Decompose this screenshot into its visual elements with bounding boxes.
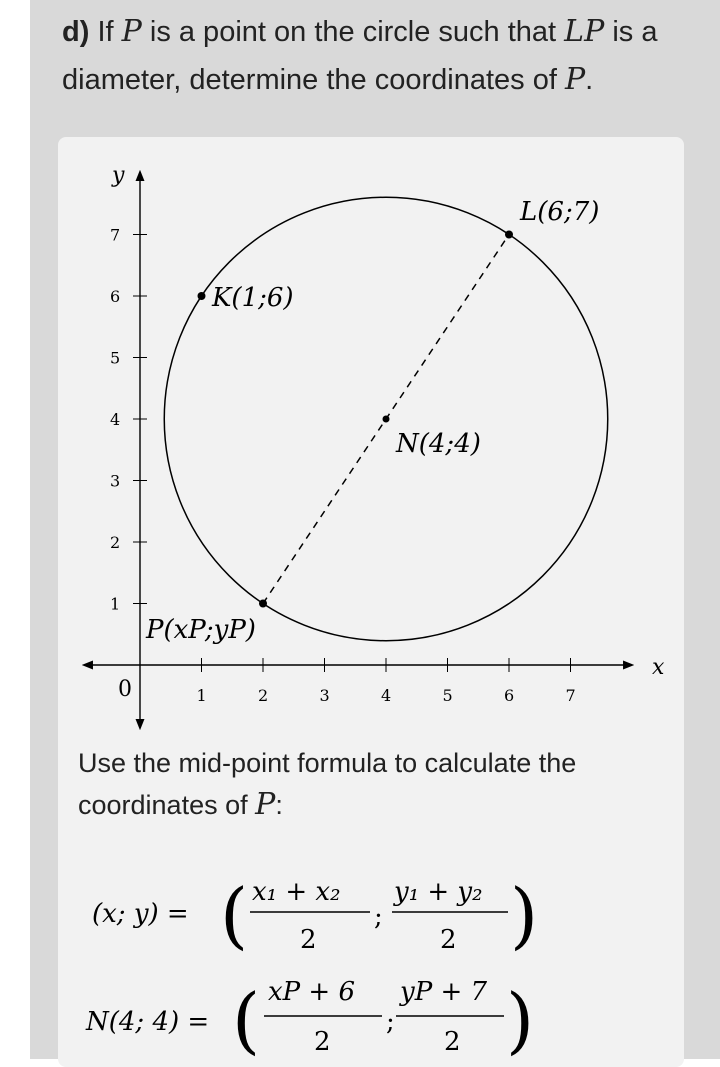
formula-line2-den1: 2	[314, 1027, 331, 1057]
formula-line2-lhs: N(4; 4) =	[85, 1007, 209, 1037]
formula-line1-num2: y₁ + y₂	[393, 877, 483, 907]
formula-line1-den2: 2	[440, 925, 457, 955]
paren-open: (	[232, 978, 260, 1059]
formula-line2-num1: xP + 6	[268, 977, 355, 1007]
paren-open: (	[220, 873, 248, 957]
formula-line2-den2: 2	[444, 1027, 461, 1057]
formula-line2-sep: ;	[386, 1007, 395, 1037]
formula-line1-lhs: (x; y) =	[92, 899, 189, 929]
formula-line1-sep: ;	[374, 902, 383, 932]
formula-line1-num1: x₁ + x₂	[252, 877, 341, 907]
formula-line1-den1: 2	[300, 925, 317, 955]
paren-close: )	[510, 873, 538, 957]
paren-close: )	[506, 978, 534, 1059]
formula-line2-num2: yP + 7	[399, 977, 487, 1007]
